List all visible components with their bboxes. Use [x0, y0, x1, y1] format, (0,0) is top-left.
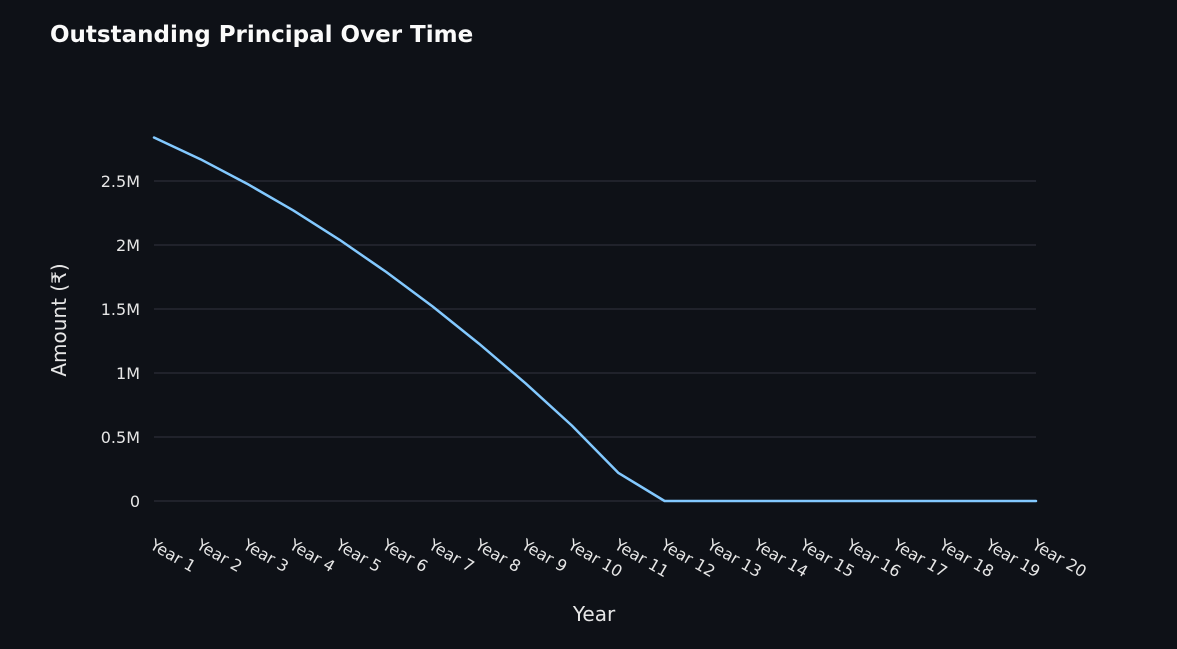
y-axis-ticks: 0 0.5M 1M 1.5M 2M 2.5M [101, 172, 140, 511]
gridlines [154, 180, 1036, 502]
x-tick-label: Year 2 [193, 535, 246, 577]
x-tick-label: Year 8 [471, 535, 524, 577]
series-group [152, 136, 1038, 503]
x-tick-label: Year 1 [146, 535, 199, 577]
x-tick-label: Year 9 [518, 535, 571, 577]
series-line [152, 136, 1038, 503]
chart-title: Outstanding Principal Over Time [50, 22, 473, 48]
y-tick-label: 0 [130, 492, 140, 511]
x-tick-label: Year 6 [378, 535, 431, 577]
y-tick-label: 2M [116, 236, 140, 255]
x-tick-label: Year 3 [239, 535, 292, 577]
y-tick-label: 0.5M [101, 428, 140, 447]
x-tick-label: Year 5 [332, 535, 385, 577]
y-tick-label: 2.5M [101, 172, 140, 191]
x-axis-title: Year [572, 602, 616, 626]
y-tick-label: 1.5M [101, 300, 140, 319]
x-tick-label: Year 7 [425, 535, 478, 577]
x-tick-label: Year 4 [285, 535, 338, 577]
y-tick-label: 1M [116, 364, 140, 383]
y-axis-title: Amount (₹) [47, 263, 71, 376]
